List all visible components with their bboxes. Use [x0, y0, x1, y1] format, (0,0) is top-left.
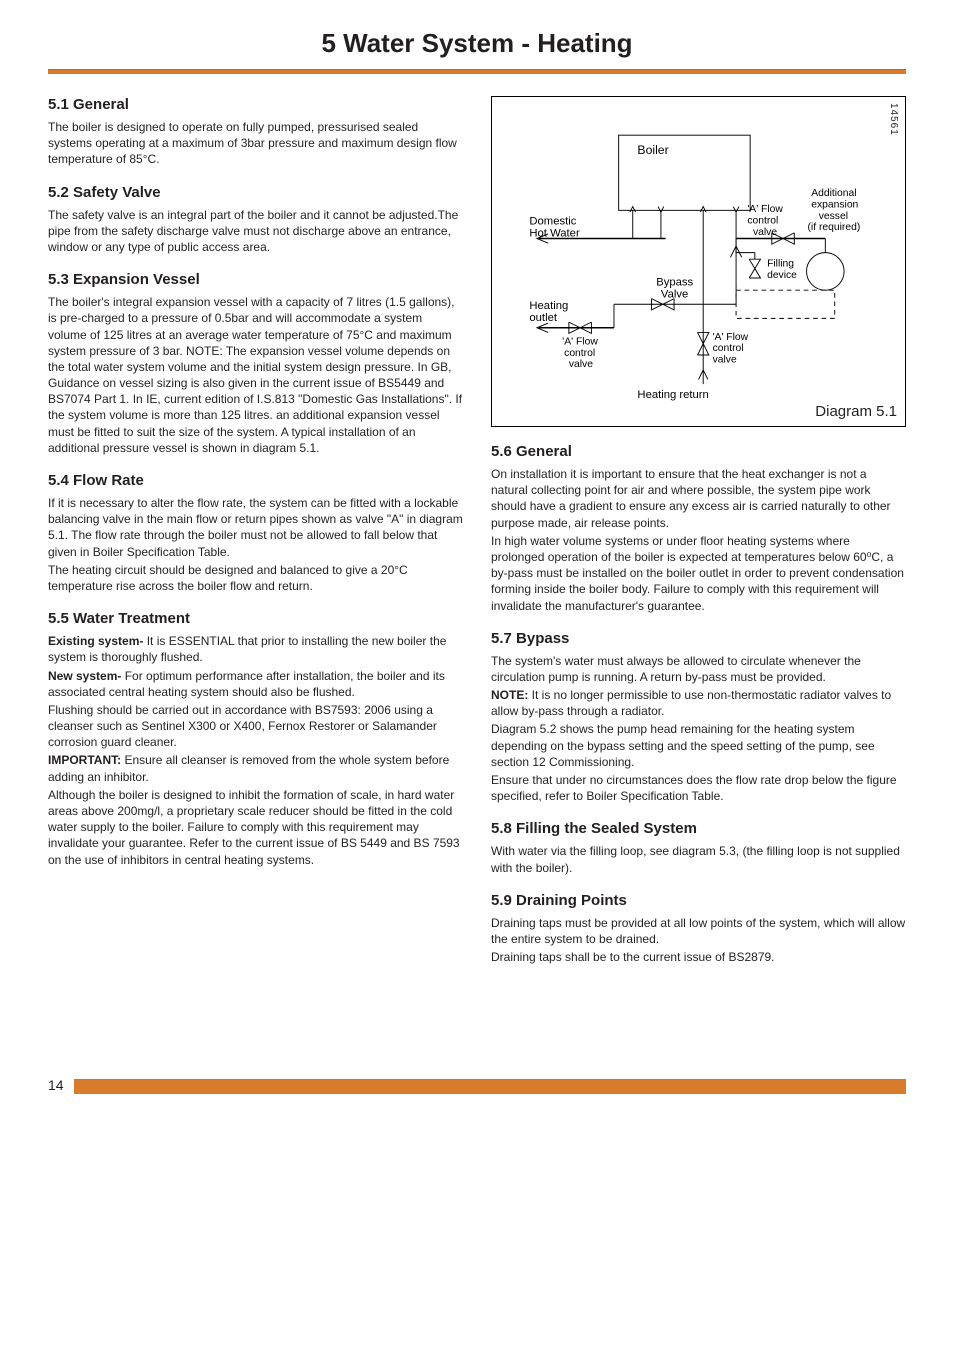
label-aflow-l1: 'A' Flow [562, 337, 598, 348]
heading-5-9: 5.9 Draining Points [491, 892, 906, 909]
diagram-id: 14561 [888, 103, 899, 136]
para-5-7-2: NOTE: It is no longer permissible to use… [491, 687, 906, 719]
heading-5-1: 5.1 General [48, 96, 463, 113]
para-5-7-3: Diagram 5.2 shows the pump head remainin… [491, 721, 906, 770]
label-bypass1: Bypass [656, 276, 693, 288]
chapter-rule [48, 69, 906, 74]
bold: Existing system- [48, 634, 143, 648]
para-5-8: With water via the filling loop, see dia… [491, 843, 906, 875]
para-5-1: The boiler is designed to operate on ful… [48, 119, 463, 168]
label-filling2: device [767, 270, 797, 281]
para-5-6-2: In high water volume systems or under fl… [491, 533, 906, 614]
label-heatout2: outlet [529, 312, 557, 324]
para-5-7-1: The system's water must always be allowe… [491, 653, 906, 685]
label-aflow-l3: valve [569, 359, 593, 370]
label-heating-return: Heating return [637, 389, 708, 401]
bold: NOTE: [491, 688, 528, 702]
para-5-4-2: The heating circuit should be designed a… [48, 562, 463, 594]
footer-bar [74, 1079, 906, 1094]
label-aflow-r1: 'A' Flow [713, 332, 749, 343]
label-heatout1: Heating [529, 300, 568, 312]
page-number: 14 [48, 1077, 64, 1093]
para-5-9-1: Draining taps must be provided at all lo… [491, 915, 906, 947]
heading-5-7: 5.7 Bypass [491, 630, 906, 647]
label-add3: vessel [819, 211, 848, 222]
diagram-5-1: 14561 Boiler [491, 96, 906, 427]
label-dhw2: Hot Water [529, 228, 580, 240]
heading-5-5: 5.5 Water Treatment [48, 610, 463, 627]
para-5-5-5: Although the boiler is designed to inhib… [48, 787, 463, 868]
diagram-caption: Diagram 5.1 [815, 403, 897, 420]
label-boiler: Boiler [637, 143, 668, 157]
para-5-4-1: If it is necessary to alter the flow rat… [48, 495, 463, 560]
label-bypass2: Valve [661, 289, 688, 301]
label-aflow-r3: valve [713, 355, 737, 366]
text: It is no longer permissible to use non-t… [491, 688, 891, 718]
para-5-5-1: Existing system- It is ESSENTIAL that pr… [48, 633, 463, 665]
para-5-9-2: Draining taps shall be to the current is… [491, 949, 906, 965]
diagram-svg: Boiler Domestic Hot Water [500, 107, 897, 417]
label-dhw1: Domestic [529, 215, 576, 227]
label-aflow-r2: control [713, 343, 744, 354]
heading-5-4: 5.4 Flow Rate [48, 472, 463, 489]
label-aflow-top2: control [747, 215, 778, 226]
chapter-title: 5 Water System - Heating [48, 28, 906, 59]
label-add2: expansion [811, 200, 858, 211]
para-5-5-4: IMPORTANT: Ensure all cleanser is remove… [48, 752, 463, 784]
para-5-7-4: Ensure that under no circumstances does … [491, 772, 906, 804]
heading-5-2: 5.2 Safety Valve [48, 184, 463, 201]
bold: IMPORTANT: [48, 753, 121, 767]
para-5-2: The safety valve is an integral part of … [48, 207, 463, 256]
label-aflow-top1: 'A' Flow [747, 204, 783, 215]
bold: New system- [48, 669, 121, 683]
heading-5-3: 5.3 Expansion Vessel [48, 271, 463, 288]
para-5-3: The boiler's integral expansion vessel w… [48, 294, 463, 456]
para-5-5-3: Flushing should be carried out in accord… [48, 702, 463, 751]
label-aflow-l2: control [564, 348, 595, 359]
heading-5-6: 5.6 General [491, 443, 906, 460]
label-aflow-top3: valve [753, 227, 777, 238]
label-add4: (if required) [807, 222, 860, 233]
para-5-6-1: On installation it is important to ensur… [491, 466, 906, 531]
para-5-5-2: New system- For optimum performance afte… [48, 668, 463, 700]
label-filling1: Filling [767, 259, 794, 270]
label-add1: Additional [811, 188, 856, 199]
heading-5-8: 5.8 Filling the Sealed System [491, 820, 906, 837]
